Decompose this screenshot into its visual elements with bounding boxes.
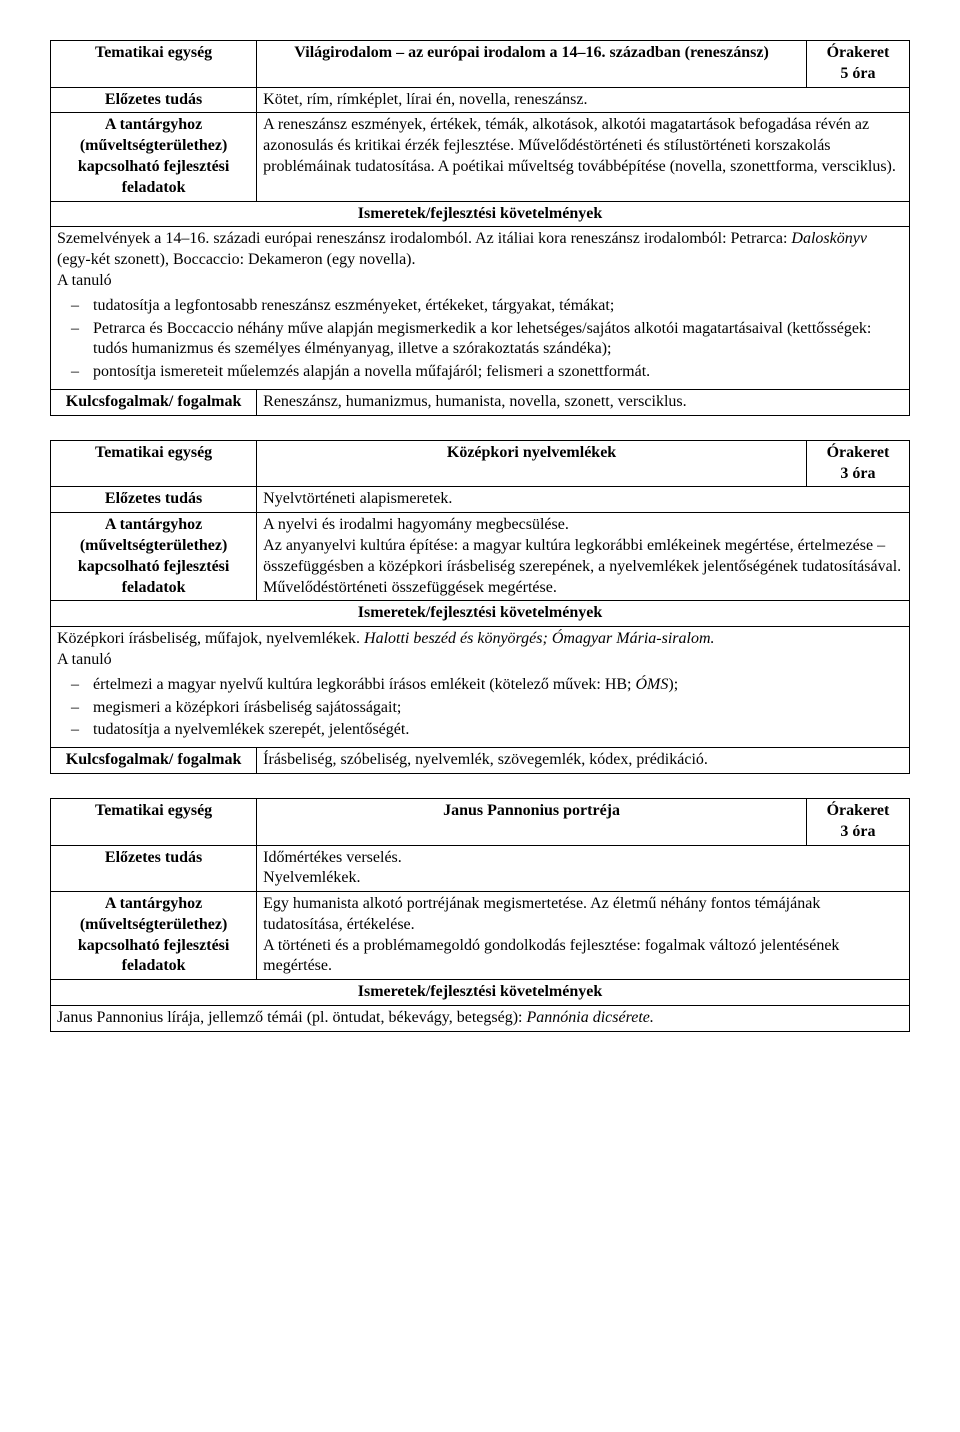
hours-label: Órakeret xyxy=(827,802,890,819)
req-header: Ismeretek/fejlesztési követelmények xyxy=(51,980,910,1006)
hours-value: 3 óra xyxy=(840,823,875,840)
curriculum-table-1: Tematikai egység Világirodalom – az euró… xyxy=(50,40,910,416)
dev-label: A tantárgyhoz (műveltségterülethez) kapc… xyxy=(51,892,257,980)
req-intro-before: Janus Pannonius lírája, jellemző témái (… xyxy=(57,1009,527,1026)
list-item: megismeri a középkori írásbeliség sajáto… xyxy=(77,698,903,719)
req-lead: A tanuló xyxy=(57,271,903,292)
req-list: tudatosítja a legfontosabb reneszánsz es… xyxy=(57,296,903,383)
req-body: Középkori írásbeliség, műfajok, nyelveml… xyxy=(51,627,910,748)
list-item: tudatosítja a nyelvemlékek szerepét, jel… xyxy=(77,720,903,741)
unit-label: Tematikai egység xyxy=(51,798,257,845)
prior-label: Előzetes tudás xyxy=(51,87,257,113)
req-intro-before: Szemelvények a 14–16. századi európai re… xyxy=(57,230,791,247)
prior-text: Időmértékes verselés.Nyelvemlékek. xyxy=(257,845,910,892)
dev-label: A tantárgyhoz (műveltségterülethez) kapc… xyxy=(51,513,257,601)
unit-label: Tematikai egység xyxy=(51,440,257,487)
list-item: tudatosítja a legfontosabb reneszánsz es… xyxy=(77,296,903,317)
hours-label: Órakeret xyxy=(827,444,890,461)
curriculum-table-3: Tematikai egység Janus Pannonius portréj… xyxy=(50,798,910,1032)
prior-label: Előzetes tudás xyxy=(51,487,257,513)
unit-title: Középkori nyelvemlékek xyxy=(257,440,807,487)
hours-cell: Órakeret 5 óra xyxy=(806,41,909,88)
hours-cell: Órakeret 3 óra xyxy=(806,440,909,487)
dev-label: A tantárgyhoz (műveltségterülethez) kapc… xyxy=(51,113,257,201)
key-label: Kulcsfogalmak/ fogalmak xyxy=(51,748,257,774)
curriculum-table-2: Tematikai egység Középkori nyelvemlékek … xyxy=(50,440,910,774)
prior-text: Nyelvtörténeti alapismeretek. xyxy=(257,487,910,513)
key-label: Kulcsfogalmak/ fogalmak xyxy=(51,389,257,415)
req-intro-before: Középkori írásbeliség, műfajok, nyelveml… xyxy=(57,630,364,647)
key-text: Írásbeliség, szóbeliség, nyelvemlék, szö… xyxy=(257,748,910,774)
hours-cell: Órakeret 3 óra xyxy=(806,798,909,845)
req-list: értelmezi a magyar nyelvű kultúra legkor… xyxy=(57,675,903,741)
req-intro-italic: Pannónia dicsérete. xyxy=(527,1009,654,1026)
req-lead: A tanuló xyxy=(57,650,903,671)
req-intro-italic: Daloskönyv xyxy=(791,230,867,247)
unit-title: Janus Pannonius portréja xyxy=(257,798,807,845)
dev-text: A nyelvi és irodalmi hagyomány megbecsül… xyxy=(257,513,910,601)
req-intro-italic: Halotti beszéd és könyörgés; Ómagyar Már… xyxy=(364,630,714,647)
key-text: Reneszánsz, humanizmus, humanista, novel… xyxy=(257,389,910,415)
unit-label: Tematikai egység xyxy=(51,41,257,88)
list-item: értelmezi a magyar nyelvű kultúra legkor… xyxy=(77,675,903,696)
req-intro-after: (egy-két szonett), Boccaccio: Dekameron … xyxy=(57,251,416,268)
unit-title: Világirodalom – az európai irodalom a 14… xyxy=(257,41,807,88)
req-body: Szemelvények a 14–16. századi európai re… xyxy=(51,227,910,390)
dev-text: Egy humanista alkotó portréjának megisme… xyxy=(257,892,910,980)
hours-label: Órakeret xyxy=(827,44,890,61)
list-item: Petrarca és Boccaccio néhány műve alapjá… xyxy=(77,319,903,361)
req-body: Janus Pannonius lírája, jellemző témái (… xyxy=(51,1006,910,1032)
req-header: Ismeretek/fejlesztési követelmények xyxy=(51,601,910,627)
dev-text: A reneszánsz eszmények, értékek, témák, … xyxy=(257,113,910,201)
hours-value: 5 óra xyxy=(840,65,875,82)
req-header: Ismeretek/fejlesztési követelmények xyxy=(51,201,910,227)
hours-value: 3 óra xyxy=(840,465,875,482)
prior-text: Kötet, rím, rímképlet, lírai én, novella… xyxy=(257,87,910,113)
list-item: pontosítja ismereteit műelemzés alapján … xyxy=(77,362,903,383)
prior-label: Előzetes tudás xyxy=(51,845,257,892)
